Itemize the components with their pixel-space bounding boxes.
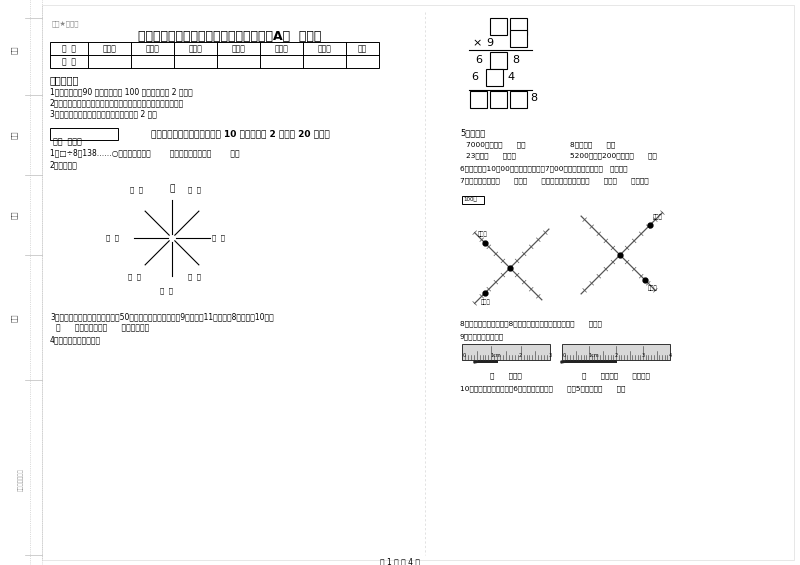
Bar bbox=[490, 91, 507, 108]
Text: 1．考试时间：90 分钟。满分为 100 分（含卷面分 2 分）。: 1．考试时间：90 分钟。满分为 100 分（含卷面分 2 分）。 bbox=[50, 87, 193, 96]
Text: 2．请首先按要求在试卷的指定位置填写您的姓名、班级、学号。: 2．请首先按要求在试卷的指定位置填写您的姓名、班级、学号。 bbox=[50, 98, 184, 107]
Text: 8．小明从一楼到三楼用8秒，照这样他从一楼到五楼用（      ）秒。: 8．小明从一楼到三楼用8秒，照这样他从一楼到五楼用（ ）秒。 bbox=[460, 320, 602, 327]
Text: 微密★自用菌: 微密★自用菌 bbox=[52, 20, 79, 27]
Text: 4: 4 bbox=[669, 353, 671, 358]
Text: 9: 9 bbox=[486, 38, 493, 48]
Text: 4: 4 bbox=[507, 72, 514, 82]
Text: 0: 0 bbox=[463, 353, 466, 358]
Text: 班级: 班级 bbox=[10, 211, 18, 219]
Text: 5200千克－200千克＝（      ）吨: 5200千克－200千克＝（ ）吨 bbox=[570, 152, 657, 159]
Text: 3．不要在试卷上乱写乱画，卷面不整洁扣 2 分。: 3．不要在试卷上乱写乱画，卷面不整洁扣 2 分。 bbox=[50, 109, 157, 118]
Text: 学号: 学号 bbox=[10, 46, 18, 54]
Text: 姓名: 姓名 bbox=[10, 131, 18, 139]
Text: 小红家: 小红家 bbox=[478, 232, 487, 237]
Text: 小军家: 小军家 bbox=[648, 286, 658, 292]
Text: 总分: 总分 bbox=[358, 44, 367, 53]
Text: （  ）: （ ） bbox=[127, 273, 141, 280]
Bar bbox=[462, 344, 550, 360]
Text: 10．把一根绳子平均分成6份，每份是它的（      ），5份是它的（      ）。: 10．把一根绳子平均分成6份，每份是它的（ ），5份是它的（ ）。 bbox=[460, 385, 626, 392]
Text: 9．量出钉子的长度。: 9．量出钉子的长度。 bbox=[460, 333, 504, 340]
Bar bbox=[490, 18, 507, 35]
Text: （      ）跑得最快，（      ）跑得最慢。: （ ）跑得最快，（ ）跑得最慢。 bbox=[56, 323, 150, 332]
Text: 7000千克＝（      ）吨: 7000千克＝（ ）吨 bbox=[466, 141, 526, 147]
Text: 得分  评卷人: 得分 评卷人 bbox=[53, 137, 82, 146]
Text: 0: 0 bbox=[563, 353, 566, 358]
Text: 8: 8 bbox=[530, 93, 537, 103]
Bar bbox=[486, 69, 503, 86]
Text: 6: 6 bbox=[471, 72, 478, 82]
Text: 3: 3 bbox=[642, 353, 645, 358]
Text: 1cm: 1cm bbox=[588, 353, 598, 358]
Text: （  ）: （ ） bbox=[130, 186, 143, 193]
Text: 第 1 页 共 4 页: 第 1 页 共 4 页 bbox=[380, 557, 420, 565]
Text: （  ）: （ ） bbox=[106, 234, 119, 241]
Text: 选择题: 选择题 bbox=[146, 44, 159, 53]
Text: 8: 8 bbox=[512, 55, 519, 65]
Polygon shape bbox=[474, 361, 479, 363]
Text: 2: 2 bbox=[519, 353, 522, 358]
Text: 8千克＝（      ）克: 8千克＝（ ）克 bbox=[570, 141, 615, 147]
Text: 一、用心思考，正确填空（共 10 小题，每题 2 分，共 20 分）。: 一、用心思考，正确填空（共 10 小题，每题 2 分，共 20 分）。 bbox=[150, 129, 330, 138]
Text: （  ）: （ ） bbox=[187, 186, 201, 193]
Text: 综合题: 综合题 bbox=[274, 44, 289, 53]
Text: 1cm: 1cm bbox=[490, 353, 501, 358]
Text: （  ）: （ ） bbox=[187, 273, 201, 280]
Bar bbox=[510, 30, 527, 47]
Bar bbox=[562, 344, 670, 360]
Text: 赣南版三年级数学【下册】开学考试试卷A卷  含答案: 赣南版三年级数学【下册】开学考试试卷A卷 含答案 bbox=[138, 30, 322, 43]
Text: 1．□÷8＝138……○，余数最大填（        ），这时被除数是（        ）。: 1．□÷8＝138……○，余数最大填（ ），这时被除数是（ ）。 bbox=[50, 148, 240, 157]
Bar bbox=[50, 42, 379, 68]
Text: 6．小林晚上10：00睡觉，第二天早上7：00起床，他一共睡了（   ）小时。: 6．小林晚上10：00睡觉，第二天早上7：00起床，他一共睡了（ ）小时。 bbox=[460, 165, 627, 172]
Text: 考试须知：: 考试须知： bbox=[50, 75, 79, 85]
Bar bbox=[510, 91, 527, 108]
Text: 4．在里填上适当的数。: 4．在里填上适当的数。 bbox=[50, 335, 101, 344]
Text: 小强家: 小强家 bbox=[480, 300, 490, 305]
Text: 100米: 100米 bbox=[463, 196, 477, 202]
Text: （      ）厘米（      ）毫米。: （ ）厘米（ ）毫米。 bbox=[582, 372, 650, 379]
Text: （  ）: （ ） bbox=[213, 234, 226, 241]
Text: 6: 6 bbox=[475, 55, 482, 65]
Text: 小明家: 小明家 bbox=[653, 215, 662, 220]
Bar bbox=[565, 360, 617, 363]
Text: 3: 3 bbox=[549, 353, 551, 358]
Bar bbox=[462, 196, 484, 204]
Text: 题  号: 题 号 bbox=[62, 44, 76, 53]
Text: （  ）: （ ） bbox=[159, 288, 173, 294]
Text: 2．填一填。: 2．填一填。 bbox=[50, 160, 78, 169]
Text: 学校: 学校 bbox=[10, 314, 18, 322]
Bar bbox=[478, 360, 498, 363]
Polygon shape bbox=[561, 361, 566, 363]
Text: 23吨＝（      ）千克: 23吨＝（ ）千克 bbox=[466, 152, 516, 159]
Text: （      ）毫米: （ ）毫米 bbox=[490, 372, 522, 379]
Text: 计算题: 计算题 bbox=[231, 44, 246, 53]
Bar bbox=[50, 128, 118, 140]
Text: ×: × bbox=[472, 38, 482, 48]
Bar bbox=[510, 18, 527, 35]
Text: 7．小红家在学校（      ）方（      ）米处，小明家在学校（      ）方（      ）米处。: 7．小红家在学校（ ）方（ ）米处，小明家在学校（ ）方（ ）米处。 bbox=[460, 177, 649, 184]
Text: 北: 北 bbox=[170, 184, 174, 193]
Text: 3．体育老师对第一小组同学进行50米跑测试，成绩如下小红9秒，小强11秒，小明8秒，小军10秒。: 3．体育老师对第一小组同学进行50米跑测试，成绩如下小红9秒，小强11秒，小明8… bbox=[50, 312, 274, 321]
Text: 得  分: 得 分 bbox=[62, 57, 76, 66]
Text: 装订线（勿填）: 装订线（勿填） bbox=[18, 468, 24, 492]
Bar bbox=[490, 52, 507, 69]
Text: 5．换算。: 5．换算。 bbox=[460, 128, 486, 137]
Text: 填空题: 填空题 bbox=[102, 44, 117, 53]
Text: 2: 2 bbox=[614, 353, 618, 358]
Text: 应用题: 应用题 bbox=[318, 44, 331, 53]
Text: 判断题: 判断题 bbox=[189, 44, 202, 53]
Bar bbox=[470, 91, 487, 108]
